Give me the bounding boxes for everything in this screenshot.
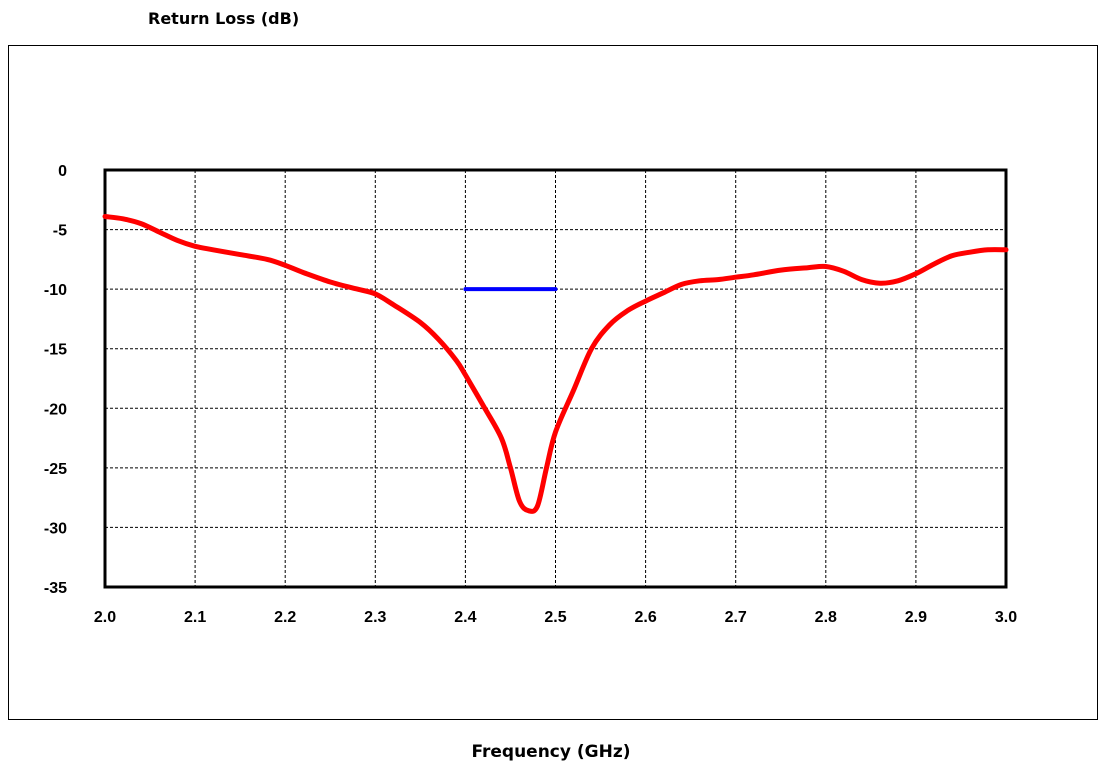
y-tick-label: -25 (44, 461, 67, 478)
y-axis-label: Return Loss (dB) (148, 9, 300, 28)
x-tick-label: 2.4 (454, 609, 476, 626)
return-loss-line (102, 214, 1009, 514)
x-tick-label: 2.9 (905, 609, 927, 626)
series-layer (102, 214, 1009, 514)
y-tick-label: -10 (44, 282, 67, 299)
y-tick-label: -20 (44, 401, 67, 418)
chart-frame (8, 45, 1098, 720)
x-tick-label: 2.8 (815, 609, 837, 626)
y-tick-label: -15 (44, 342, 67, 359)
x-tick-label: 2.3 (364, 609, 386, 626)
y-tick-label: -5 (53, 223, 67, 240)
x-tick-label: 2.0 (94, 609, 116, 626)
x-tick-label: 3.0 (995, 609, 1017, 626)
x-tick-label: 2.1 (184, 609, 206, 626)
x-tick-label: 2.6 (634, 609, 656, 626)
x-axis-label: Frequency (GHz) (471, 742, 631, 762)
grid-lines (105, 170, 1006, 587)
tick-labels: 2.0 2.1 2.2 2.3 2.4 2.5 2.6 2.7 2.8 2.9 3.0 0 -5 -10 -… (44, 163, 1017, 626)
x-tick-label: 2.5 (544, 609, 566, 626)
y-tick-label: -30 (44, 520, 67, 537)
plot-area (103, 168, 1008, 589)
y-tick-label: 0 (58, 163, 67, 180)
x-tick-label: 2.7 (725, 609, 747, 626)
y-tick-label: -35 (44, 580, 67, 597)
x-tick-label: 2.2 (274, 609, 296, 626)
